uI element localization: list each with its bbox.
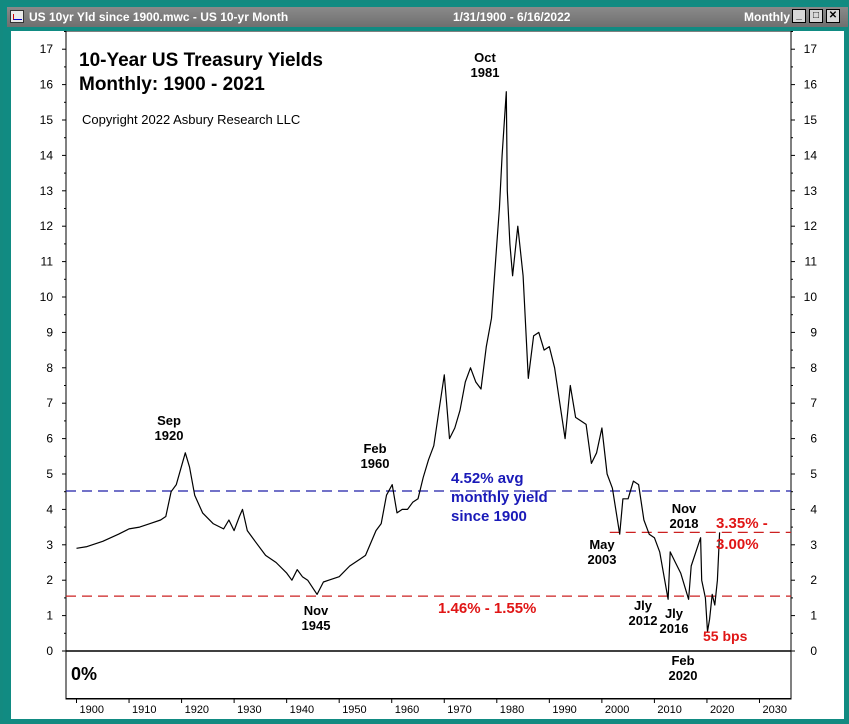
date-annotation: 1920 [155,428,184,443]
date-annotation: Jly [665,606,684,621]
y-tick-label-left: 10 [40,290,54,304]
date-annotation: Jly [634,598,653,613]
resistance-callout: 3.35% - [716,515,768,532]
date-annotation: Feb [363,441,386,456]
copyright-text: Copyright 2022 Asbury Research LLC [82,112,300,127]
x-tick-label: 1910 [132,704,156,716]
y-tick-label-left: 2 [46,573,53,587]
date-annotation: Nov [304,603,329,618]
y-tick-label-right: 2 [810,573,817,587]
y-tick-label-right: 17 [804,42,818,56]
y-tick-label-left: 3 [46,538,53,552]
date-annotation: 2018 [670,516,699,531]
avg-yield-callout: monthly yield [451,489,548,506]
resistance-callout: 3.00% [716,536,759,553]
y-tick-label-right: 4 [810,502,817,516]
avg-yield-callout: 4.52% avg [451,470,524,487]
y-tick-label-right: 1 [810,609,817,623]
chart-subtitle: Monthly: 1900 - 2021 [79,74,265,95]
x-tick-label: 2030 [762,704,786,716]
y-tick-label-right: 3 [810,538,817,552]
date-annotation: 1960 [361,456,390,471]
x-tick-label: 1980 [500,704,524,716]
y-tick-label-left: 13 [40,184,54,198]
y-tick-label-right: 13 [804,184,818,198]
date-annotation: 2020 [669,668,698,683]
y-tick-label-left: 6 [46,432,53,446]
zero-percent-label: 0% [71,664,97,684]
date-annotation: 1945 [302,618,331,633]
y-tick-label-right: 5 [810,467,817,481]
yield-series-line [76,91,721,633]
y-tick-label-right: 15 [804,113,818,127]
support-callout: 1.46% - 1.55% [438,600,536,617]
y-tick-label-left: 8 [46,361,53,375]
date-annotation: 1981 [471,65,500,80]
y-tick-label-right: 8 [810,361,817,375]
x-tick-label: 2000 [605,704,629,716]
y-tick-label-left: 7 [46,396,53,410]
avg-yield-callout: since 1900 [451,508,527,525]
y-tick-label-right: 0 [810,644,817,658]
date-annotation: Oct [474,50,496,65]
y-tick-label-right: 9 [810,325,817,339]
window-titlebar[interactable]: US 10yr Yld since 1900.mwc - US 10-yr Mo… [7,7,848,27]
x-tick-label: 1950 [342,704,366,716]
y-tick-label-left: 12 [40,219,54,233]
x-tick-label: 1990 [552,704,576,716]
date-annotation: 2016 [660,621,689,636]
y-tick-label-right: 11 [805,255,818,269]
chart-area: 0 0 1 1 2 2 3 3 4 4 5 5 6 6 7 7 8 8 9 9 10 10 11 11 12 12 13 13 14 14… [11,30,844,719]
y-tick-label-left: 16 [40,78,54,92]
y-tick-label-right: 16 [804,78,818,92]
y-tick-label-left: 15 [40,113,54,127]
y-tick-label-left: 1 [46,609,53,623]
y-tick-label-left: 14 [40,148,54,162]
date-annotation: Nov [672,501,697,516]
y-tick-label-right: 12 [804,219,818,233]
date-annotation: Feb [671,653,694,668]
x-tick-label: 1920 [185,704,209,716]
y-tick-label-left: 17 [40,42,54,56]
y-tick-label-right: 7 [810,396,817,410]
y-tick-label-right: 10 [804,290,818,304]
date-annotation: 2003 [588,552,617,567]
x-tick-label: 2020 [710,704,734,716]
date-annotation: Sep [157,413,181,428]
maximize-button[interactable]: □ [809,9,823,23]
date-annotation: May [589,537,615,552]
x-tick-label: 1960 [395,704,419,716]
x-tick-label: 1940 [290,704,314,716]
x-tick-label: 1930 [237,704,261,716]
x-tick-label: 1900 [80,704,104,716]
x-tick-label: 1970 [447,704,471,716]
minimize-button[interactable]: _ [792,9,806,23]
date-annotation: 2012 [629,613,658,628]
y-tick-label-left: 4 [46,502,53,516]
chart-app-icon [10,10,24,23]
window-title: US 10yr Yld since 1900.mwc - US 10-yr Mo… [29,10,289,24]
date-range-label: 1/31/1900 - 6/16/2022 [453,10,571,24]
x-tick-label: 2010 [657,704,681,716]
y-tick-label-left: 5 [46,467,53,481]
period-label: Monthly [744,10,790,24]
y-tick-label-right: 6 [810,432,817,446]
y-tick-label-left: 11 [41,255,54,269]
low-bps-callout: 55 bps [703,628,748,644]
close-button[interactable]: ✕ [826,9,840,23]
chart-title: 10-Year US Treasury Yields [79,50,323,71]
plot-area [65,30,792,700]
y-tick-label-left: 0 [46,644,53,658]
y-tick-label-left: 9 [46,325,53,339]
y-tick-label-right: 14 [804,148,818,162]
